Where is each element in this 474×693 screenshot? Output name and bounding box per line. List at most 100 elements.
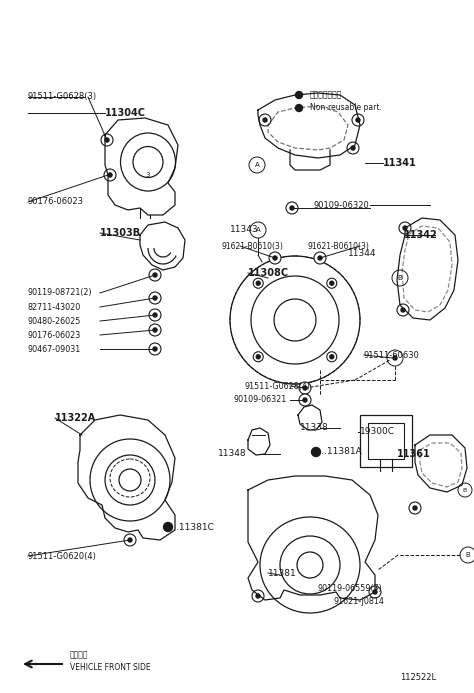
Text: B: B	[392, 355, 397, 361]
Circle shape	[256, 355, 260, 359]
Text: 91511-G0628(3): 91511-G0628(3)	[28, 92, 97, 101]
Text: Non-reusable part.: Non-reusable part.	[310, 103, 382, 112]
Text: 11344: 11344	[348, 249, 376, 258]
Circle shape	[397, 304, 409, 316]
Text: 91621-J0814: 91621-J0814	[334, 597, 385, 606]
Text: 90119-08721(2): 90119-08721(2)	[28, 288, 92, 297]
Text: A: A	[255, 162, 259, 168]
Text: 11343: 11343	[230, 225, 259, 234]
Text: 112522L: 112522L	[400, 674, 436, 683]
Circle shape	[290, 206, 294, 210]
Circle shape	[399, 222, 411, 234]
Bar	[360, 415, 412, 467]
Text: 91621-B0610(3): 91621-B0610(3)	[308, 241, 370, 250]
Circle shape	[409, 502, 421, 514]
Circle shape	[299, 394, 311, 406]
Circle shape	[392, 270, 408, 286]
Circle shape	[153, 313, 157, 317]
Text: 11303B: 11303B	[100, 228, 141, 238]
Circle shape	[318, 256, 322, 260]
Text: B: B	[463, 487, 467, 493]
Text: 再使用不可部品: 再使用不可部品	[310, 91, 342, 100]
Circle shape	[352, 114, 364, 126]
Circle shape	[253, 278, 263, 288]
Circle shape	[252, 590, 264, 602]
Circle shape	[347, 142, 359, 154]
Text: 11342: 11342	[404, 230, 438, 240]
Text: 11341: 11341	[383, 158, 417, 168]
Circle shape	[356, 118, 360, 122]
Text: 90119-06559(7): 90119-06559(7)	[318, 584, 383, 593]
Circle shape	[330, 355, 334, 359]
Circle shape	[295, 91, 302, 98]
Circle shape	[164, 523, 173, 532]
Circle shape	[303, 386, 307, 390]
Text: VEHICLE FRONT SIDE: VEHICLE FRONT SIDE	[70, 663, 151, 672]
Text: 90176-06023: 90176-06023	[28, 198, 84, 207]
Circle shape	[373, 590, 377, 594]
Circle shape	[273, 256, 277, 260]
Circle shape	[458, 483, 472, 497]
Text: 車両前方: 車両前方	[70, 651, 89, 660]
Circle shape	[149, 292, 161, 304]
Circle shape	[413, 506, 417, 510]
Text: 91621-B0610(3): 91621-B0610(3)	[222, 241, 284, 250]
Text: 11308C: 11308C	[248, 268, 289, 278]
Text: 11322A: 11322A	[55, 413, 96, 423]
Text: 11348: 11348	[218, 450, 246, 459]
Circle shape	[149, 343, 161, 355]
Text: 91511-G0620(4): 91511-G0620(4)	[28, 552, 97, 561]
Circle shape	[101, 134, 113, 146]
Text: 11381: 11381	[268, 568, 297, 577]
Text: 90109-06321: 90109-06321	[234, 396, 287, 405]
Circle shape	[389, 352, 401, 364]
Circle shape	[351, 146, 355, 150]
Circle shape	[327, 278, 337, 288]
Circle shape	[249, 157, 265, 173]
Text: 11361: 11361	[397, 449, 431, 459]
Text: 11338: 11338	[300, 423, 329, 432]
Text: 19300C: 19300C	[360, 428, 395, 437]
Circle shape	[286, 202, 298, 214]
Text: 90176-06023: 90176-06023	[28, 331, 81, 340]
Circle shape	[327, 352, 337, 362]
Circle shape	[153, 328, 157, 332]
Circle shape	[269, 252, 281, 264]
Text: 91511-60630: 91511-60630	[364, 351, 420, 360]
Text: 11304C: 11304C	[105, 108, 146, 118]
Circle shape	[303, 398, 307, 402]
Circle shape	[259, 114, 271, 126]
Text: 3: 3	[146, 172, 150, 178]
Circle shape	[299, 382, 311, 394]
Circle shape	[149, 324, 161, 336]
Circle shape	[250, 222, 266, 238]
Circle shape	[149, 269, 161, 281]
Text: 90467-09031: 90467-09031	[28, 344, 81, 353]
Circle shape	[153, 347, 157, 351]
Circle shape	[149, 309, 161, 321]
Bar	[368, 423, 404, 459]
Circle shape	[256, 594, 260, 598]
Text: 82711-43020: 82711-43020	[28, 303, 81, 311]
Text: 90480-26025: 90480-26025	[28, 317, 82, 326]
Circle shape	[153, 296, 157, 300]
Circle shape	[124, 534, 136, 546]
Circle shape	[314, 252, 326, 264]
Circle shape	[387, 350, 403, 366]
Circle shape	[108, 173, 112, 177]
Circle shape	[263, 118, 267, 122]
Circle shape	[256, 281, 260, 286]
Circle shape	[104, 169, 116, 181]
Circle shape	[311, 448, 320, 457]
Circle shape	[403, 226, 407, 230]
Text: …11381C: …11381C	[170, 523, 214, 532]
Text: B: B	[465, 552, 470, 558]
Circle shape	[393, 356, 397, 360]
Circle shape	[401, 308, 405, 312]
Circle shape	[330, 281, 334, 286]
Circle shape	[369, 586, 381, 598]
Circle shape	[105, 138, 109, 142]
Circle shape	[253, 352, 263, 362]
Text: B: B	[398, 275, 402, 281]
Circle shape	[128, 538, 132, 542]
